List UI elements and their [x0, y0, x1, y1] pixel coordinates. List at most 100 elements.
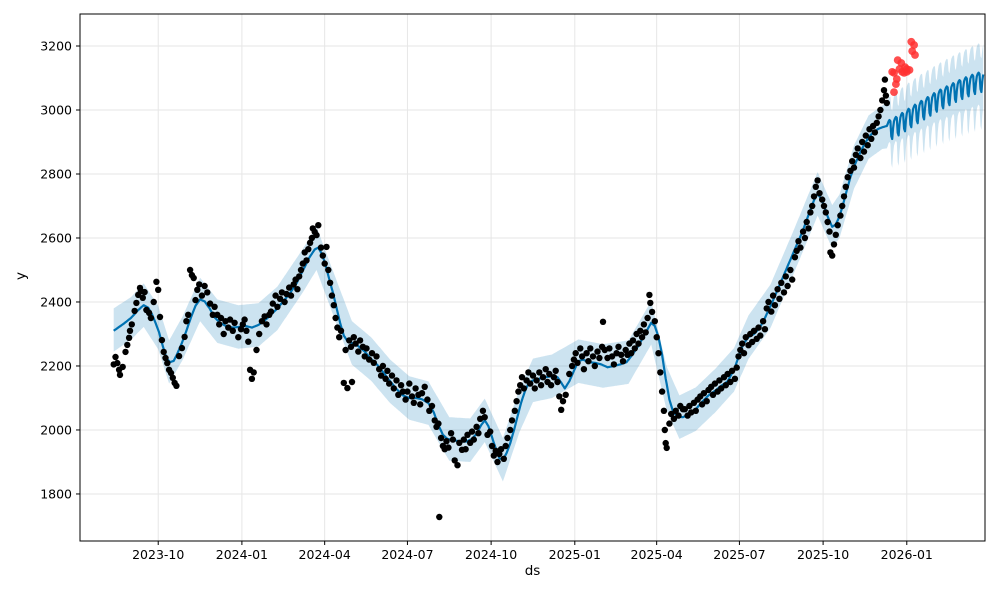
data-point — [832, 231, 839, 238]
data-point — [860, 148, 868, 155]
data-point — [183, 318, 190, 325]
data-point — [871, 129, 879, 136]
data-point — [778, 279, 785, 286]
data-point — [610, 361, 618, 368]
grid — [80, 14, 985, 541]
data-point — [546, 370, 553, 378]
data-point — [722, 382, 729, 389]
data-point — [547, 382, 555, 389]
data-point — [537, 382, 545, 389]
data-point — [515, 388, 522, 395]
data-point — [119, 363, 126, 371]
data-point — [568, 362, 576, 370]
data-point — [377, 372, 385, 379]
y-axis-label: y — [13, 272, 29, 280]
data-point — [276, 295, 284, 302]
data-point — [830, 241, 838, 248]
data-point — [733, 364, 740, 371]
data-point — [239, 321, 246, 328]
data-point — [366, 356, 373, 363]
data-point — [330, 302, 337, 309]
data-point — [661, 426, 668, 434]
data-point — [606, 345, 613, 352]
data-point — [809, 202, 816, 210]
data-point — [692, 407, 699, 414]
y-tick-label: 3200 — [40, 38, 72, 53]
data-point — [245, 338, 252, 345]
data-point — [631, 345, 638, 352]
data-point — [635, 340, 642, 347]
data-point — [418, 390, 426, 397]
data-point — [769, 292, 777, 299]
data-point — [133, 299, 140, 307]
data-point — [321, 260, 328, 267]
data-point — [877, 106, 884, 114]
data-point — [739, 340, 746, 347]
data-point — [663, 444, 670, 452]
data-point — [531, 385, 538, 392]
data-point — [757, 332, 764, 339]
data-point — [589, 353, 597, 360]
data-point — [520, 385, 528, 392]
data-point — [525, 369, 532, 376]
data-point — [849, 158, 856, 165]
x-tick-label: 2025-04 — [631, 547, 683, 562]
data-point — [296, 273, 303, 280]
data-point — [306, 239, 314, 246]
data-point — [315, 222, 322, 229]
data-point — [857, 154, 864, 162]
data-point — [125, 334, 133, 341]
data-point — [834, 222, 841, 229]
data-point — [122, 348, 129, 356]
data-point — [175, 352, 183, 360]
data-point — [462, 446, 469, 453]
data-point — [578, 353, 586, 360]
data-point — [542, 366, 549, 373]
data-point — [681, 406, 688, 413]
data-point — [585, 358, 592, 365]
data-point — [533, 377, 540, 384]
data-point — [629, 337, 637, 344]
data-point — [646, 291, 653, 299]
data-point — [178, 344, 186, 352]
data-point — [718, 385, 725, 392]
data-point — [173, 382, 180, 389]
data-point — [317, 244, 325, 251]
data-point — [587, 345, 594, 352]
data-point — [225, 324, 232, 331]
data-point — [724, 370, 731, 378]
data-point — [640, 321, 648, 328]
uncertainty-band — [113, 43, 984, 482]
data-point — [559, 398, 567, 405]
data-point — [500, 455, 507, 462]
data-point — [267, 308, 275, 315]
data-point — [837, 212, 844, 219]
data-point — [274, 303, 281, 310]
data-point — [507, 426, 514, 434]
data-point — [502, 442, 509, 450]
data-point — [395, 391, 402, 398]
data-point — [155, 286, 162, 293]
x-tick-label: 2025-10 — [797, 547, 849, 562]
data-point — [124, 341, 131, 349]
data-point — [404, 388, 411, 395]
data-point — [464, 431, 471, 438]
data-point — [445, 444, 452, 451]
data-point — [253, 346, 260, 354]
data-point — [591, 362, 598, 370]
data-point — [402, 396, 409, 403]
x-tick-label: 2024-04 — [299, 547, 351, 562]
data-point — [854, 145, 861, 152]
data-point — [803, 218, 810, 226]
data-point — [386, 380, 393, 387]
data-point — [716, 377, 723, 384]
data-point — [810, 193, 818, 200]
data-point — [229, 327, 236, 334]
data-point — [644, 314, 651, 322]
data-point — [552, 367, 559, 374]
data-point — [231, 319, 238, 326]
data-point — [153, 278, 160, 285]
data-point — [883, 99, 890, 107]
data-point — [408, 393, 416, 400]
data-point — [787, 266, 794, 274]
